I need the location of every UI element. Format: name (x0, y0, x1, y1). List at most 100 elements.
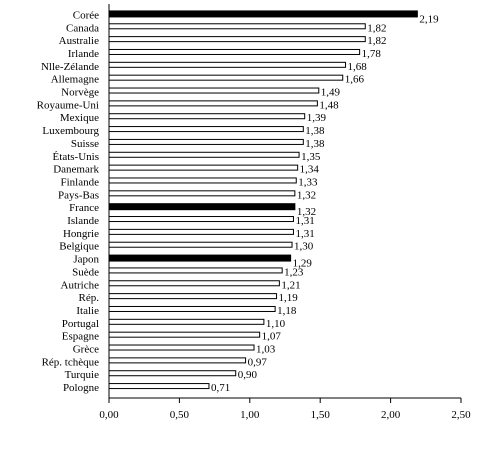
category-label-14: Pays-Bas (58, 189, 99, 201)
bar-27 (108, 357, 247, 364)
category-label-29: Pologne (63, 382, 99, 394)
bar-0 (108, 10, 418, 18)
bar-10 (108, 138, 304, 145)
category-label-10: Suisse (71, 138, 99, 150)
bar-4 (108, 61, 347, 68)
category-label-22: Rép. (79, 292, 100, 304)
category-label-25: Espagne (62, 331, 99, 343)
axes (108, 4, 461, 399)
bar-1 (108, 23, 366, 30)
bar-29 (108, 383, 210, 390)
category-label-8: Mexique (60, 112, 99, 124)
value-label-5: 1,66 (345, 74, 365, 86)
category-label-27: Rép. tchèque (42, 356, 100, 368)
category-label-2: Australie (59, 35, 99, 47)
value-label-18: 1,30 (294, 241, 314, 253)
category-label-21: Autriche (61, 279, 100, 291)
value-label-29: 0,71 (211, 382, 230, 394)
x-tick-label-2: 1,00 (240, 409, 260, 421)
category-label-16: Islande (67, 215, 99, 227)
value-label-27: 0,97 (248, 356, 268, 368)
category-labels: CoréeCanadaAustralieIrlandeNlle-ZélandeA… (37, 9, 100, 394)
value-label-25: 1,07 (262, 331, 282, 343)
bar-6 (108, 87, 320, 94)
bar-2 (108, 36, 366, 43)
value-label-4: 1,68 (348, 61, 368, 73)
value-label-22: 1,19 (279, 292, 299, 304)
bar-12 (108, 164, 299, 171)
bar-23 (108, 305, 276, 312)
value-label-14: 1,32 (297, 189, 316, 201)
bar-13 (108, 177, 297, 184)
bar-25 (108, 331, 261, 338)
value-label-12: 1,34 (300, 164, 320, 176)
value-label-19: 1,29 (293, 258, 313, 270)
x-tick-label-3: 1,50 (311, 409, 331, 421)
x-ticks: 0,00 0,50 1,00 1,50 2,00 2,50 (99, 398, 471, 421)
bar-20 (108, 267, 283, 274)
value-label-21: 1,21 (281, 279, 300, 291)
value-label-2: 1,82 (367, 35, 386, 47)
category-label-1: Canada (66, 22, 99, 34)
bar-8 (108, 113, 306, 120)
value-label-6: 1,49 (321, 87, 341, 99)
value-label-26: 1,03 (256, 344, 276, 356)
x-tick-label-1: 0,50 (170, 409, 190, 421)
value-label-1: 1,82 (367, 22, 386, 34)
value-label-7: 1,48 (319, 99, 339, 111)
bar-24 (108, 318, 265, 325)
x-tick-label-0: 0,00 (99, 409, 119, 421)
value-labels: 2,191,821,821,781,681,661,491,481,391,38… (211, 13, 439, 394)
value-label-3: 1,78 (362, 48, 382, 60)
bar-26 (108, 344, 255, 351)
category-label-15: France (69, 202, 99, 214)
category-label-24: Portugal (62, 318, 99, 330)
bar-14 (108, 190, 296, 197)
bar-18 (108, 241, 293, 248)
value-label-23: 1,18 (277, 305, 297, 317)
x-tick-label-5: 2,50 (451, 409, 471, 421)
bar-19 (108, 254, 292, 262)
value-label-24: 1,10 (266, 318, 286, 330)
category-label-4: Nlle-Zélande (41, 61, 99, 73)
value-label-20: 1,23 (284, 266, 304, 278)
category-label-11: États-Unis (53, 151, 99, 163)
value-label-17: 1,31 (295, 228, 314, 240)
bar-5 (108, 74, 344, 81)
value-label-11: 1,35 (301, 151, 321, 163)
category-label-23: Italie (76, 305, 99, 317)
value-label-15: 1,32 (297, 206, 316, 218)
bar-17 (108, 228, 294, 235)
category-label-5: Allemagne (51, 74, 99, 86)
category-label-7: Royaume-Uni (37, 99, 99, 111)
bar-22 (108, 293, 278, 300)
bar-28 (108, 370, 237, 377)
category-label-26: Grèce (73, 344, 99, 356)
value-label-0: 2,19 (419, 13, 439, 25)
value-label-10: 1,38 (305, 138, 325, 150)
x-tick-label-4: 2,00 (381, 409, 401, 421)
category-label-19: Japon (73, 254, 99, 266)
value-label-8: 1,39 (307, 112, 327, 124)
category-label-17: Hongrie (63, 228, 99, 240)
category-label-3: Irlande (68, 48, 99, 60)
category-label-13: Finlande (61, 176, 100, 188)
value-label-13: 1,33 (298, 176, 318, 188)
value-label-9: 1,38 (305, 125, 325, 137)
bar-9 (108, 126, 304, 133)
category-label-12: Danemark (53, 164, 99, 176)
bar-21 (108, 280, 280, 287)
value-label-28: 0,90 (238, 369, 258, 381)
category-label-6: Norvège (61, 87, 99, 99)
bar-3 (108, 48, 361, 55)
bar-16 (108, 216, 294, 223)
category-label-9: Luxembourg (42, 125, 99, 137)
category-label-20: Suède (72, 266, 99, 278)
value-label-16: 1,31 (295, 215, 314, 227)
bar-15 (108, 203, 296, 211)
category-label-18: Belgique (59, 241, 99, 253)
category-label-28: Turquie (65, 369, 100, 381)
category-label-0: Corée (73, 9, 99, 21)
bar-7 (108, 100, 318, 107)
